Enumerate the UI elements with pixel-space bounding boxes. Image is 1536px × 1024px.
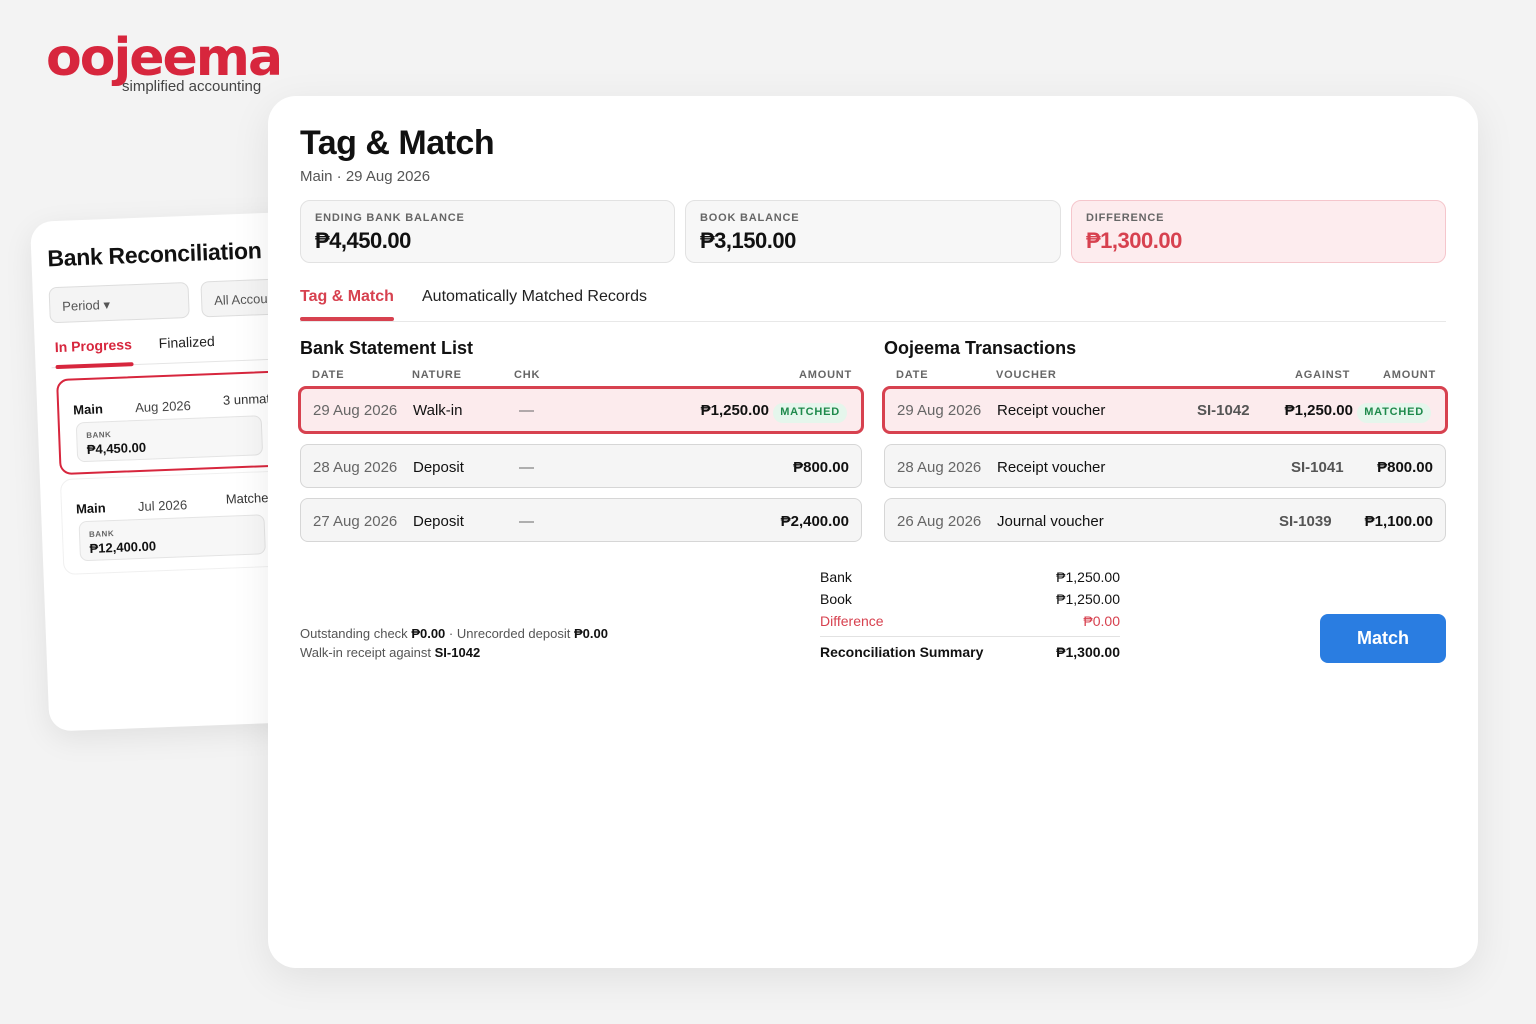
ending-bank-balance-card: ENDING BANK BALANCE ₱4,450.00 — [300, 200, 675, 263]
tab-divider — [300, 321, 1446, 322]
outstanding-note: Outstanding check ₱0.00 · Unrecorded dep… — [300, 626, 608, 641]
oojeema-logo: oojeema simplified accounting — [46, 28, 283, 100]
book-balance-value: ₱3,150.00 — [700, 228, 796, 253]
matched-badge: MATCHED — [773, 403, 847, 423]
walkin-label: Walk-in receipt against — [300, 645, 432, 660]
col-against: AGAINST — [1295, 369, 1351, 381]
item-name: Main — [75, 500, 106, 517]
bank-row[interactable]: 29 Aug 2026 Walk-in — ₱1,250.00 MATCHED — [298, 386, 864, 434]
row-against: SI-1039 — [1279, 513, 1332, 530]
row-against: SI-1042 — [1197, 402, 1250, 419]
row-date: 26 Aug 2026 — [897, 513, 982, 530]
summary-book-value: ₱1,250.00 — [1056, 591, 1120, 607]
tag-and-match-panel: Tag & Match Main · 29 Aug 2026 ENDING BA… — [268, 96, 1478, 968]
summary-divider — [820, 636, 1120, 637]
page-subtitle: Main · 29 Aug 2026 — [300, 168, 431, 185]
row-voucher: Receipt voucher — [997, 459, 1106, 476]
transaction-row[interactable]: 26 Aug 2026 Journal voucher SI-1039 ₱1,1… — [884, 498, 1446, 542]
row-amount: ₱1,250.00 — [1284, 402, 1353, 419]
summary-book-label: Book — [820, 591, 852, 607]
difference-value: ₱1,300.00 — [1086, 228, 1182, 253]
bank-label: BANK — [88, 529, 115, 539]
row-nature: Walk-in — [413, 402, 463, 419]
summary-total-value: ₱1,300.00 — [1056, 644, 1120, 660]
row-date: 28 Aug 2026 — [897, 459, 982, 476]
outstanding-check-label: Outstanding check — [300, 626, 408, 641]
bank-row[interactable]: 28 Aug 2026 Deposit — ₱800.00 — [300, 444, 862, 488]
col-chk: CHK — [514, 369, 541, 381]
book-balance-label: BOOK BALANCE — [700, 212, 800, 224]
col-nature: NATURE — [412, 369, 462, 381]
outstanding-check-value: ₱0.00 — [411, 626, 446, 641]
row-voucher: Receipt voucher — [997, 402, 1106, 419]
col-date: DATE — [896, 369, 929, 381]
ending-bank-balance-value: ₱4,450.00 — [315, 228, 411, 253]
row-chk: — — [519, 402, 534, 419]
bank-row[interactable]: 27 Aug 2026 Deposit — ₱2,400.00 — [300, 498, 862, 542]
row-date: 28 Aug 2026 — [313, 459, 398, 476]
bank-reconciliation-title: Bank Reconciliation — [46, 237, 262, 272]
row-date: 27 Aug 2026 — [313, 513, 398, 530]
book-balance-card: BOOK BALANCE ₱3,150.00 — [685, 200, 1061, 263]
bank-value: ₱4,450.00 — [86, 439, 147, 457]
transactions-title: Oojeema Transactions — [884, 338, 1077, 358]
walkin-note: Walk-in receipt against SI-1042 — [300, 645, 480, 660]
row-voucher: Journal voucher — [997, 513, 1104, 530]
matched-badge: MATCHED — [1357, 403, 1431, 423]
walkin-ref: SI-1042 — [434, 645, 481, 660]
transaction-row[interactable]: 29 Aug 2026 Receipt voucher SI-1042 ₱1,2… — [882, 386, 1448, 434]
bank-label: BANK — [86, 430, 112, 440]
row-amount: ₱1,100.00 — [1364, 513, 1433, 530]
active-tab-indicator — [55, 362, 134, 370]
logo-tagline: simplified accounting — [122, 78, 262, 95]
row-chk: — — [519, 459, 534, 476]
row-amount: ₱2,400.00 — [780, 513, 849, 530]
bank-statement-title: Bank Statement List — [300, 338, 474, 358]
logo-wordmark: oojeema — [46, 28, 283, 88]
summary-total-label: Reconciliation Summary — [820, 644, 984, 660]
page-title: Tag & Match — [300, 124, 495, 162]
difference-card: DIFFERENCE ₱1,300.00 — [1071, 200, 1446, 263]
col-voucher: VOUCHER — [996, 369, 1057, 381]
item-bank-box: BANK ₱12,400.00 — [78, 514, 266, 562]
row-nature: Deposit — [413, 459, 464, 476]
unrecorded-deposit-label: Unrecorded deposit — [456, 626, 571, 641]
tab-tag-and-match[interactable]: Tag & Match — [300, 288, 394, 305]
tab-automatically-matched[interactable]: Automatically Matched Records — [422, 288, 647, 305]
active-tab-indicator — [300, 317, 394, 321]
item-period: Jul 2026 — [137, 497, 188, 515]
tab-finalized[interactable]: Finalized — [158, 333, 216, 352]
item-period: Aug 2026 — [134, 397, 192, 416]
item-name: Main — [72, 401, 104, 418]
summary-difference-value: ₱0.00 — [1083, 613, 1120, 629]
period-filter[interactable]: Period ▾ — [48, 281, 190, 324]
col-amount: AMOUNT — [799, 369, 853, 381]
row-amount: ₱1,250.00 — [700, 402, 769, 419]
row-nature: Deposit — [413, 513, 464, 530]
unrecorded-deposit-value: ₱0.00 — [573, 626, 608, 641]
row-against: SI-1041 — [1291, 459, 1344, 476]
summary-difference-label: Difference — [820, 613, 884, 629]
row-date: 29 Aug 2026 — [897, 402, 982, 419]
ending-bank-balance-label: ENDING BANK BALANCE — [315, 212, 465, 224]
summary-bank-label: Bank — [820, 569, 852, 585]
row-amount: ₱800.00 — [793, 459, 849, 476]
difference-label: DIFFERENCE — [1086, 212, 1165, 224]
row-chk: — — [519, 513, 534, 530]
col-amount: AMOUNT — [1383, 369, 1437, 381]
match-button[interactable]: Match — [1320, 614, 1446, 663]
summary-bank-value: ₱1,250.00 — [1056, 569, 1120, 585]
col-date: DATE — [312, 369, 345, 381]
row-amount: ₱800.00 — [1377, 459, 1433, 476]
item-bank-box: BANK ₱4,450.00 — [75, 415, 264, 463]
tab-in-progress[interactable]: In Progress — [54, 336, 133, 356]
bank-value: ₱12,400.00 — [89, 538, 157, 556]
transaction-row[interactable]: 28 Aug 2026 Receipt voucher SI-1041 ₱800… — [884, 444, 1446, 488]
row-date: 29 Aug 2026 — [313, 402, 398, 419]
note-separator: · — [448, 626, 454, 641]
